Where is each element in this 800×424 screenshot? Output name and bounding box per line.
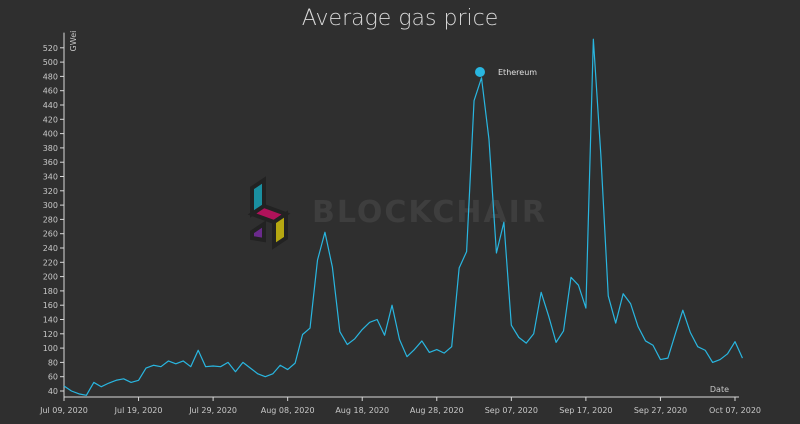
- x-tick-label: Sep 27, 2020: [634, 406, 687, 415]
- y-axis-label: GWei: [69, 31, 78, 52]
- x-axis-ticks: Jul 09, 2020 Jul 19, 2020 Jul 29, 2020 Aug …: [39, 397, 761, 415]
- logo-cube-purple: [250, 220, 266, 243]
- axes: [63, 32, 739, 398]
- legend[interactable]: Ethereum: [475, 67, 537, 77]
- y-tick-label: 340: [43, 173, 58, 182]
- x-tick-label: Aug 18, 2020: [335, 406, 389, 415]
- y-tick-label: 360: [43, 158, 58, 167]
- x-tick-label: Aug 28, 2020: [410, 406, 464, 415]
- y-tick-label: 320: [43, 187, 58, 196]
- y-tick-label: 80: [48, 358, 58, 367]
- series-group: [63, 38, 744, 396]
- y-tick-label: 400: [43, 130, 58, 139]
- chart-title: Average gas price: [301, 6, 499, 31]
- x-tick-label: Oct 07, 2020: [709, 406, 761, 415]
- x-tick-label: Aug 08, 2020: [261, 406, 315, 415]
- y-tick-label: 520: [43, 44, 58, 53]
- logo-cube-yellow: [272, 210, 288, 250]
- y-tick-label: 480: [43, 72, 58, 81]
- legend-marker-ethereum[interactable]: [475, 67, 485, 77]
- y-tick-label: 260: [43, 230, 58, 239]
- y-tick-label: 380: [43, 144, 58, 153]
- y-axis-ticks: 40 60 80 100 120 140 160 180 200 220 240 260 280 300 3…: [43, 44, 64, 396]
- x-tick-label: Sep 17, 2020: [559, 406, 612, 415]
- series-line-ethereum[interactable]: [63, 38, 744, 396]
- y-tick-label: 440: [43, 101, 58, 110]
- y-tick-label: 120: [43, 330, 58, 339]
- y-tick-label: 60: [48, 373, 58, 382]
- y-tick-label: 100: [43, 344, 58, 353]
- y-tick-label: 180: [43, 287, 58, 296]
- y-tick-label: 40: [48, 387, 58, 396]
- x-axis-label: Date: [710, 385, 729, 394]
- y-tick-label: 220: [43, 258, 58, 267]
- y-tick-label: 240: [43, 244, 58, 253]
- y-tick-label: 460: [43, 87, 58, 96]
- x-tick-label: Sep 07, 2020: [485, 406, 538, 415]
- y-tick-label: 160: [43, 301, 58, 310]
- watermark-text: BLOCKCHAIR: [312, 195, 547, 230]
- y-tick-label: 420: [43, 115, 58, 124]
- x-tick-label: Jul 09, 2020: [39, 406, 88, 415]
- blockchair-watermark: BLOCKCHAIR: [247, 176, 547, 250]
- y-tick-label: 280: [43, 215, 58, 224]
- x-tick-label: Jul 19, 2020: [114, 406, 163, 415]
- blockchair-logo-icon: [247, 176, 291, 250]
- y-tick-label: 500: [43, 58, 58, 67]
- y-tick-label: 200: [43, 273, 58, 282]
- y-tick-label: 140: [43, 316, 58, 325]
- x-tick-label: Jul 29, 2020: [188, 406, 237, 415]
- legend-label-ethereum[interactable]: Ethereum: [498, 68, 537, 77]
- y-tick-label: 300: [43, 201, 58, 210]
